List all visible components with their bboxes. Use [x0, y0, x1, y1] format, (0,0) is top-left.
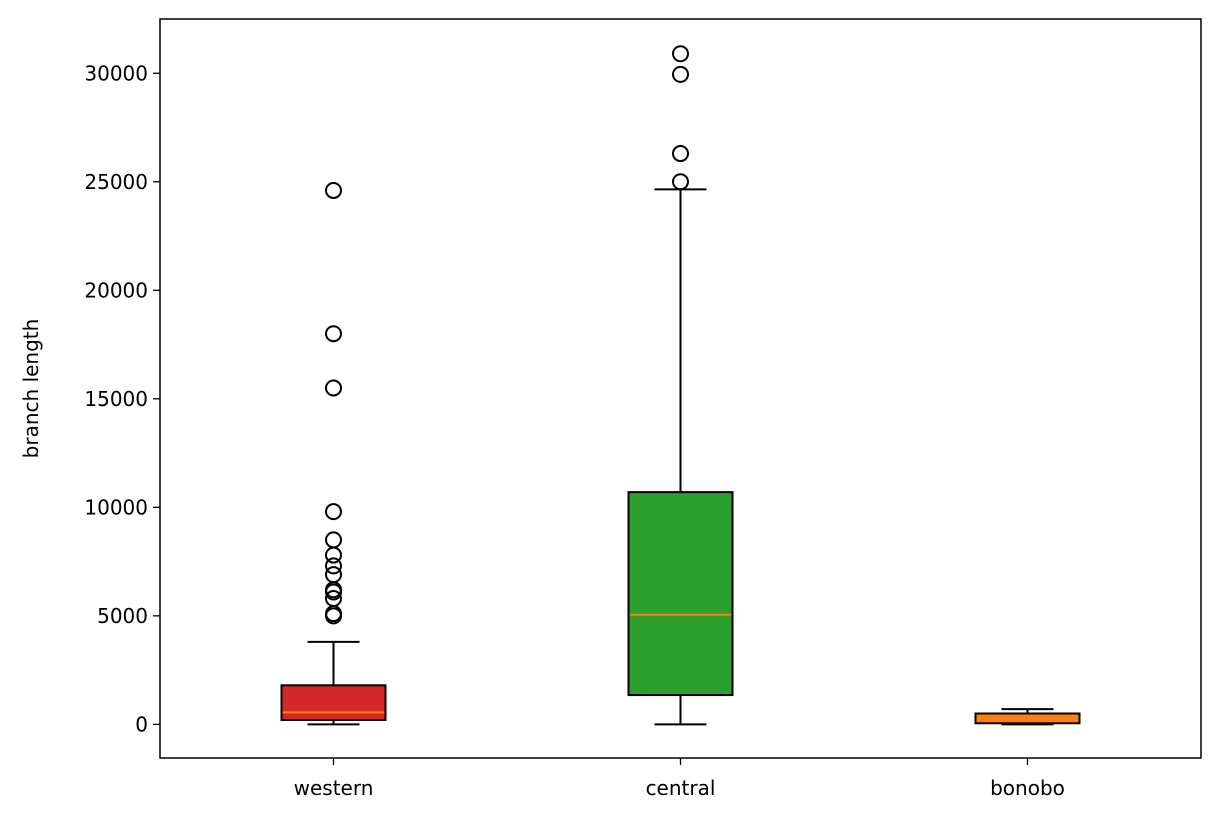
outlier-point	[325, 531, 342, 549]
y-tick-label: 30000	[84, 61, 148, 85]
x-tick-label: bonobo	[990, 776, 1065, 800]
y-tick-label: 15000	[84, 387, 148, 411]
outlier-point	[325, 566, 342, 584]
y-tick-label: 10000	[84, 495, 148, 519]
y-tick-label: 20000	[84, 278, 148, 302]
outlier-point	[325, 181, 342, 199]
x-tick-label: western	[294, 776, 374, 800]
outlier-point	[325, 379, 342, 397]
axes: 0 5000 10000 15000 20000 25000 30000 western cen…	[84, 61, 1065, 800]
y-tick-label: 25000	[84, 170, 148, 194]
box-group-western	[280, 181, 387, 726]
box-group-bonobo	[974, 708, 1081, 726]
outlier-point	[325, 325, 342, 343]
y-axis-label: branch length	[19, 319, 43, 459]
outlier-point	[325, 557, 342, 575]
box-iqr	[280, 684, 387, 722]
y-tick-label: 0	[135, 712, 148, 736]
x-tick-label: central	[646, 776, 716, 800]
outlier-point	[672, 145, 689, 163]
outlier-point	[672, 173, 689, 191]
box-iqr	[627, 491, 734, 697]
outlier-point	[325, 503, 342, 521]
outlier-point	[325, 546, 342, 564]
outlier-point	[672, 45, 689, 63]
plot-marks	[280, 45, 1081, 726]
box-group-central	[627, 45, 734, 726]
outlier-point	[672, 65, 689, 83]
y-tick-label: 5000	[97, 604, 148, 628]
outlier-point	[325, 589, 342, 607]
